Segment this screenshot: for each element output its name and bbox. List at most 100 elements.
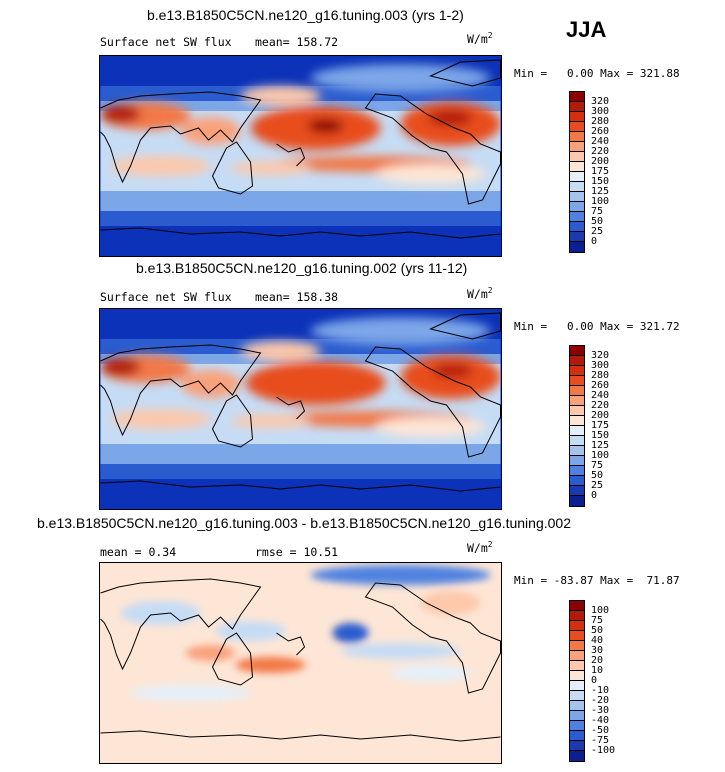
colorbar-label: 100 bbox=[591, 450, 610, 461]
colorbar-swatch bbox=[569, 730, 585, 741]
colorbar-swatch bbox=[569, 495, 585, 507]
colorbar-label: 0 bbox=[591, 236, 598, 247]
colorbar-swatch bbox=[569, 161, 585, 172]
panel-1-map-svg bbox=[100, 56, 501, 256]
colorbar-swatch bbox=[569, 365, 585, 376]
panel-2-mean: mean= 158.38 bbox=[255, 290, 339, 304]
colorbar-swatch bbox=[569, 485, 585, 496]
panel-1-title: b.e13.B1850C5CN.ne120_g16.tuning.003 (yr… bbox=[147, 7, 464, 23]
panel-2-map-svg bbox=[100, 309, 501, 509]
colorbar-swatch bbox=[569, 121, 585, 132]
colorbar-label: 320 bbox=[591, 96, 610, 107]
colorbar-swatch bbox=[569, 141, 585, 152]
colorbar-label: 75 bbox=[591, 460, 604, 471]
colorbar-label: 150 bbox=[591, 430, 610, 441]
colorbar-swatch bbox=[569, 231, 585, 242]
colorbar-label: 100 bbox=[591, 605, 610, 616]
panel-3-rmse: rmse = 10.51 bbox=[255, 545, 339, 559]
panel-1-colorbar: 320 300 280 260 240 220 200 175 150 125 100 75 50 25 0 bbox=[567, 91, 667, 253]
colorbar-swatch bbox=[569, 181, 585, 192]
colorbar-swatch bbox=[569, 425, 585, 436]
colorbar-label: 0 bbox=[591, 490, 598, 501]
panel-2-colorbar: 320 300 280 260 240 220 200 175 150 125 100 75 50 25 0 bbox=[567, 345, 667, 507]
colorbar-label: 320 bbox=[591, 350, 610, 361]
colorbar-label: 200 bbox=[591, 156, 610, 167]
season-label: JJA bbox=[566, 17, 607, 42]
panel-2-title: b.e13.B1850C5CN.ne120_g16.tuning.002 (yr… bbox=[136, 260, 468, 276]
colorbar-label: 30 bbox=[591, 645, 604, 656]
colorbar-swatch bbox=[569, 600, 585, 611]
colorbar-label: 50 bbox=[591, 470, 604, 481]
colorbar-swatch bbox=[569, 680, 585, 691]
colorbar-label: 300 bbox=[591, 106, 610, 117]
colorbar-label: 240 bbox=[591, 390, 610, 401]
colorbar-swatch bbox=[569, 151, 585, 162]
colorbar-label: 175 bbox=[591, 420, 610, 431]
colorbar-label: 280 bbox=[591, 116, 610, 127]
colorbar-swatch bbox=[569, 465, 585, 476]
panel-3-minmax: Min = -83.87 Max = 71.87 bbox=[514, 574, 680, 587]
colorbar-swatch bbox=[569, 620, 585, 631]
colorbar-swatch bbox=[569, 630, 585, 641]
colorbar-label: 100 bbox=[591, 196, 610, 207]
colorbar-swatch bbox=[569, 690, 585, 701]
colorbar-label: 0 bbox=[591, 675, 598, 686]
colorbar-swatch bbox=[569, 660, 585, 671]
panel-3-units: W/m2 bbox=[467, 540, 493, 555]
colorbar-swatch bbox=[569, 740, 585, 751]
panel-2-units: W/m2 bbox=[467, 286, 493, 301]
colorbar-swatch bbox=[569, 445, 585, 456]
colorbar-swatch bbox=[569, 191, 585, 202]
colorbar-label: 10 bbox=[591, 665, 604, 676]
colorbar-label: 300 bbox=[591, 360, 610, 371]
colorbar-swatch bbox=[569, 355, 585, 366]
colorbar-label: -100 bbox=[591, 745, 616, 756]
colorbar-swatch bbox=[569, 201, 585, 212]
panel-3-mean: mean = 0.34 bbox=[100, 545, 177, 559]
colorbar-label: -10 bbox=[591, 685, 610, 696]
colorbar-label: 25 bbox=[591, 226, 604, 237]
colorbar-label: 40 bbox=[591, 635, 604, 646]
colorbar-swatch bbox=[569, 750, 585, 762]
colorbar-label: -20 bbox=[591, 695, 610, 706]
colorbar-swatch bbox=[569, 221, 585, 232]
colorbar-swatch bbox=[569, 101, 585, 112]
colorbar-swatch bbox=[569, 415, 585, 426]
colorbar-swatch bbox=[569, 111, 585, 122]
colorbar-swatch bbox=[569, 385, 585, 396]
panel-3-title: b.e13.B1850C5CN.ne120_g16.tuning.003 - b… bbox=[37, 515, 571, 531]
colorbar-label: 50 bbox=[591, 216, 604, 227]
panel-1-units: W/m2 bbox=[467, 31, 493, 46]
colorbar-swatch bbox=[569, 405, 585, 416]
colorbar-swatch bbox=[569, 475, 585, 486]
colorbar-label: 75 bbox=[591, 615, 604, 626]
colorbar-swatch bbox=[569, 241, 585, 253]
colorbar-swatch bbox=[569, 435, 585, 446]
colorbar-swatch bbox=[569, 710, 585, 721]
panel-2-variable: Surface net SW flux bbox=[100, 290, 232, 304]
colorbar-swatch bbox=[569, 395, 585, 406]
colorbar-label: 220 bbox=[591, 400, 610, 411]
colorbar-label: 240 bbox=[591, 136, 610, 147]
colorbar-swatch bbox=[569, 455, 585, 466]
colorbar-swatch bbox=[569, 670, 585, 681]
panel-2-map bbox=[99, 308, 502, 510]
panel-3-map bbox=[99, 562, 502, 764]
colorbar-swatch bbox=[569, 720, 585, 731]
panel-3-colorbar: 100 75 50 40 30 20 10 0 -10 -20 -30 -40 -50 -75 -100 bbox=[567, 600, 667, 762]
colorbar-label: -30 bbox=[591, 705, 610, 716]
colorbar-label: 125 bbox=[591, 186, 610, 197]
colorbar-swatch bbox=[569, 211, 585, 222]
colorbar-label: 25 bbox=[591, 480, 604, 491]
panel-1-variable: Surface net SW flux bbox=[100, 35, 232, 49]
colorbar-label: 20 bbox=[591, 655, 604, 666]
colorbar-label: 260 bbox=[591, 380, 610, 391]
colorbar-label: 200 bbox=[591, 410, 610, 421]
colorbar-swatch bbox=[569, 131, 585, 142]
colorbar-swatch bbox=[569, 171, 585, 182]
colorbar-label: -50 bbox=[591, 725, 610, 736]
colorbar-swatch bbox=[569, 610, 585, 621]
panel-3-map-svg bbox=[100, 563, 501, 763]
colorbar-swatch bbox=[569, 345, 585, 356]
colorbar-label: -40 bbox=[591, 715, 610, 726]
